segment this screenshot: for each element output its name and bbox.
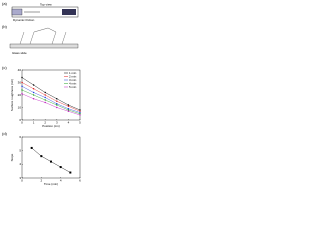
point bbox=[44, 99, 46, 101]
friction-block bbox=[11, 8, 23, 16]
point bbox=[32, 98, 35, 100]
molecules bbox=[19, 31, 67, 45]
x-tick-label: 5 bbox=[79, 120, 81, 124]
point bbox=[67, 110, 70, 112]
point bbox=[79, 114, 81, 116]
x-tick-label: 4 bbox=[68, 120, 70, 124]
y-tick-label: 5 bbox=[19, 148, 21, 152]
point bbox=[56, 104, 58, 106]
legend-label: 4 min bbox=[69, 81, 77, 85]
point bbox=[67, 108, 70, 110]
figure: (a) Top view Dynamic friction (b) Glass … bbox=[2, 1, 81, 186]
x-axis-label: Position (cm) bbox=[42, 124, 60, 128]
x-tick-label: 2 bbox=[44, 120, 46, 124]
point bbox=[59, 166, 62, 169]
panel-label: (a) bbox=[2, 1, 8, 6]
point bbox=[50, 160, 52, 163]
x-tick-label: 6 bbox=[79, 178, 81, 182]
y-tick-label: 6 bbox=[19, 135, 21, 139]
point bbox=[67, 109, 70, 111]
panel-label: (d) bbox=[2, 131, 8, 136]
point bbox=[44, 101, 46, 104]
point bbox=[79, 109, 81, 111]
series-line bbox=[21, 77, 81, 111]
y-tick-label: 30 bbox=[18, 80, 22, 84]
point bbox=[69, 171, 72, 174]
series-line bbox=[21, 86, 81, 113]
point bbox=[44, 94, 46, 96]
legend-label: 3 min bbox=[69, 78, 77, 82]
legend-label: 5 min bbox=[69, 85, 77, 89]
y-axis-label: Surface roughness (nm) bbox=[10, 79, 14, 111]
point bbox=[21, 93, 23, 95]
point bbox=[30, 146, 33, 149]
point bbox=[44, 91, 46, 94]
point bbox=[79, 113, 81, 115]
point bbox=[56, 103, 58, 105]
point bbox=[56, 100, 58, 102]
y-axis-label: Slope bbox=[10, 153, 14, 161]
x-tick-label: 0 bbox=[21, 120, 23, 124]
point bbox=[44, 96, 46, 99]
trend-line bbox=[31, 147, 71, 173]
diagram-label: Dynamic friction bbox=[13, 18, 35, 22]
x-tick-label: 0 bbox=[21, 178, 23, 182]
point bbox=[79, 111, 81, 114]
series-line bbox=[21, 93, 81, 116]
point bbox=[32, 88, 35, 90]
point bbox=[32, 94, 35, 96]
probe bbox=[62, 9, 76, 15]
point bbox=[21, 81, 23, 84]
point bbox=[21, 85, 23, 87]
point bbox=[21, 89, 23, 91]
panel-label: (b) bbox=[2, 24, 8, 29]
point bbox=[56, 98, 58, 100]
y-tick-label: 10 bbox=[18, 105, 22, 109]
x-tick-label: 4 bbox=[60, 178, 62, 182]
legend-label: 2 min bbox=[69, 74, 77, 78]
diagram-label: Top view bbox=[40, 2, 53, 6]
y-tick-label: 3 bbox=[19, 176, 21, 180]
point bbox=[79, 110, 81, 112]
glass-slide bbox=[9, 43, 79, 49]
x-axis-label: Time (min) bbox=[44, 182, 58, 186]
series-line bbox=[21, 89, 81, 114]
arrow bbox=[33, 27, 57, 33]
series-line bbox=[21, 82, 81, 112]
point bbox=[32, 84, 35, 86]
diagram-label: Glass slide bbox=[12, 51, 27, 55]
x-tick-label: 1 bbox=[33, 120, 35, 124]
point bbox=[67, 104, 70, 106]
plot-frame bbox=[21, 136, 81, 179]
point bbox=[67, 105, 70, 107]
y-tick-label: 4 bbox=[19, 162, 21, 166]
y-tick-label: 40 bbox=[18, 68, 22, 72]
point bbox=[21, 76, 23, 79]
panel-label: (c) bbox=[2, 65, 7, 70]
point bbox=[40, 155, 43, 158]
legend-label: 1 min bbox=[69, 71, 77, 75]
y-tick-label: 20 bbox=[18, 93, 22, 97]
x-tick-label: 2 bbox=[40, 178, 42, 182]
y-tick-label: 0 bbox=[19, 118, 21, 122]
point bbox=[32, 91, 35, 94]
point bbox=[56, 106, 58, 109]
x-tick-label: 3 bbox=[56, 120, 58, 124]
